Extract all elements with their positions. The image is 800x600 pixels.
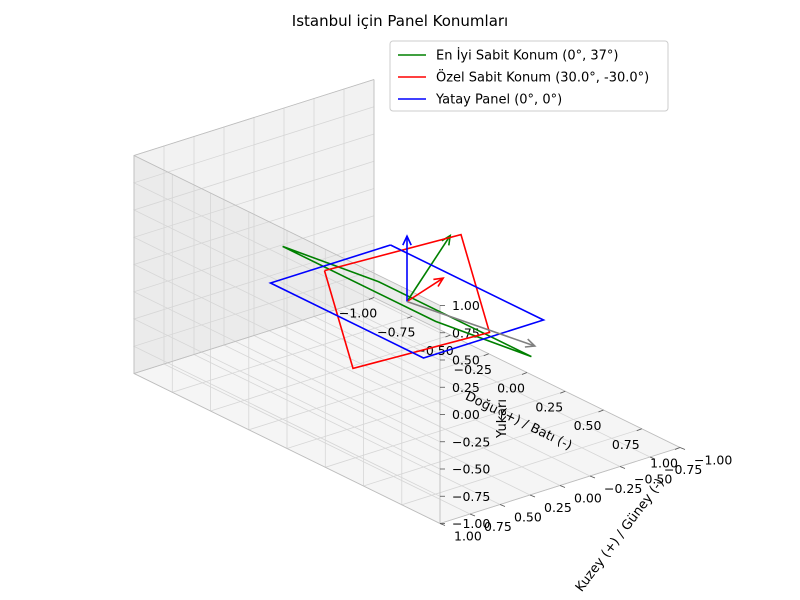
- y-tick-label-7: 0.75: [484, 519, 512, 534]
- x-axis-ticks: −1.00−0.75−0.50−0.250.000.250.500.751.00: [339, 297, 681, 471]
- panel-outline-1: [323, 233, 491, 370]
- y-tick-mark-0: [679, 447, 686, 450]
- z-axis-ticks: −1.00−0.75−0.50−0.250.000.250.500.751.00: [440, 298, 490, 531]
- sun-direction-arrow-shaft: [406, 300, 536, 347]
- z-axis-label: Yukarı: [495, 399, 510, 439]
- panel-outline-2: [268, 244, 546, 359]
- x-tick-label-5: 0.25: [535, 399, 563, 414]
- z-tick-label-5: 0.25: [452, 380, 480, 395]
- y-tick-mark-4: [559, 485, 566, 488]
- z-tick-label-2: −0.50: [452, 462, 490, 477]
- x-tick-mark-7: [636, 428, 642, 432]
- x-tick-label-0: −1.00: [339, 306, 377, 321]
- panel-normal-arrow-0-shaft: [406, 235, 451, 302]
- legend-entry-0: En İyi Sabit Konum (0°, 37°): [436, 48, 619, 64]
- x-tick-mark-5: [560, 390, 566, 394]
- x-tick-mark-0: [368, 297, 375, 300]
- y-tick-label-6: 0.50: [514, 510, 542, 525]
- y-tick-label-8: 1.00: [454, 529, 482, 544]
- z-tick-label-3: −0.25: [452, 434, 490, 449]
- y-tick-mark-3: [589, 475, 596, 479]
- panel-normal-arrow-1-shaft: [406, 277, 444, 303]
- x-tick-label-3: −0.25: [454, 362, 492, 377]
- y-tick-label-1: −0.75: [664, 462, 702, 477]
- legend-entry-2: Yatay Panel (0°, 0°): [435, 93, 562, 108]
- axis-edge-5: [133, 155, 441, 306]
- series-group: [268, 233, 546, 370]
- z-tick-label-6: 0.50: [452, 353, 480, 368]
- x-tick-label-8: 1.00: [650, 456, 678, 471]
- panel-normal-arrow-1-head: [433, 277, 445, 287]
- x-tick-mark-4: [521, 372, 528, 375]
- x-tick-mark-8: [674, 447, 681, 450]
- x-tick-mark-1: [407, 315, 413, 319]
- panel-normal-arrow-2-head: [402, 234, 412, 246]
- legend: En İyi Sabit Konum (0°, 37°) Özel Sabit …: [389, 40, 669, 112]
- y-tick-label-0: −1.00: [694, 453, 732, 468]
- x-tick-label-2: −0.50: [415, 343, 453, 358]
- y-tick-label-4: 0.00: [574, 491, 602, 506]
- x-tick-mark-2: [445, 334, 451, 338]
- x-tick-label-4: 0.00: [497, 381, 525, 396]
- panel-outline-0: [282, 245, 532, 358]
- y-tick-mark-2: [619, 466, 626, 469]
- legend-entry-1: Özel Sabit Konum (30.0°, -30.0°): [436, 69, 649, 86]
- x-tick-label-1: −0.75: [377, 324, 415, 339]
- z-tick-label-8: 1.00: [452, 298, 480, 313]
- y-tick-mark-1: [649, 456, 656, 460]
- axis-edge-7: [133, 297, 375, 374]
- z-tick-label-0: −1.00: [452, 516, 490, 531]
- y-tick-label-2: −0.50: [634, 472, 672, 487]
- y-tick-mark-7: [469, 513, 476, 517]
- axis-edge-6: [133, 79, 375, 156]
- y-tick-label-3: −0.25: [604, 481, 642, 496]
- x-tick-mark-3: [483, 353, 489, 357]
- y-tick-mark-5: [529, 494, 536, 498]
- sun-direction-arrow-head: [524, 338, 537, 348]
- x-tick-mark-6: [598, 409, 604, 413]
- z-tick-label-1: −0.75: [452, 489, 490, 504]
- chart-title: Istanbul için Panel Konumları: [292, 12, 508, 30]
- x-tick-label-6: 0.50: [574, 418, 602, 433]
- legend-box: [389, 40, 669, 112]
- axis-edge-8: [133, 373, 441, 524]
- z-tick-label-4: 0.00: [452, 407, 480, 422]
- y-axis-ticks: −1.00−0.75−0.50−0.250.000.250.500.751.00: [439, 447, 732, 544]
- y-tick-mark-6: [499, 504, 506, 507]
- x-tick-label-7: 0.75: [612, 437, 640, 452]
- y-tick-label-5: 0.25: [544, 500, 572, 515]
